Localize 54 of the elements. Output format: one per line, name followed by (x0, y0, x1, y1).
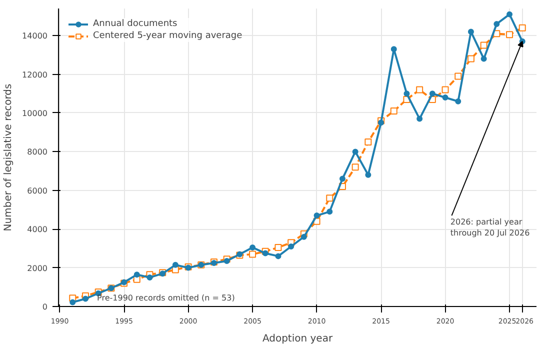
point (390, 46, 397, 52)
point (416, 116, 423, 122)
point (326, 208, 333, 215)
point (262, 250, 268, 256)
point (404, 90, 410, 97)
point (390, 108, 398, 115)
point (224, 258, 230, 264)
point (480, 56, 487, 62)
y-tick-label: 0 (42, 302, 48, 312)
point (172, 262, 178, 268)
point (378, 120, 384, 126)
y-tick-label: 8000 (27, 148, 48, 157)
y-tick-label: 6000 (27, 186, 48, 196)
legend-label: Annual documents (93, 19, 178, 29)
point (480, 42, 488, 49)
point (82, 296, 88, 302)
point (250, 244, 256, 250)
point (146, 274, 153, 280)
point (467, 55, 474, 62)
point (454, 72, 462, 80)
y-tick-label: 10000 (22, 108, 48, 118)
point (506, 31, 514, 38)
point (506, 11, 513, 18)
y-tick-label: 2000 (27, 264, 48, 273)
point (314, 212, 320, 219)
point (416, 86, 424, 94)
point (249, 250, 256, 258)
point (518, 24, 526, 32)
y-axis-title: Number of legislative records (3, 84, 14, 232)
y-tick-label: 12000 (22, 70, 48, 80)
point (352, 148, 358, 155)
annotation: 2026: partial year through 20 Jul 2026 (450, 217, 530, 238)
point (274, 244, 282, 251)
point (442, 94, 448, 101)
point (352, 164, 359, 171)
point (468, 28, 474, 35)
point (275, 253, 282, 260)
x-axis-title: Adoption year (262, 334, 334, 344)
point (300, 234, 307, 240)
annotation: Pre-1990 records omitted (n = 53) (97, 294, 235, 302)
point (429, 90, 436, 97)
point (288, 244, 294, 250)
point (365, 172, 372, 178)
point (134, 272, 140, 278)
point (442, 86, 449, 94)
y-tick-label: 14000 (22, 32, 48, 41)
point (326, 194, 334, 202)
legend-label: Centered 5-year moving average (93, 31, 242, 41)
point (339, 176, 346, 182)
point (70, 299, 76, 306)
y-tick-label: 4000 (27, 225, 48, 234)
point (494, 20, 500, 27)
point (455, 98, 462, 104)
point (364, 138, 372, 146)
